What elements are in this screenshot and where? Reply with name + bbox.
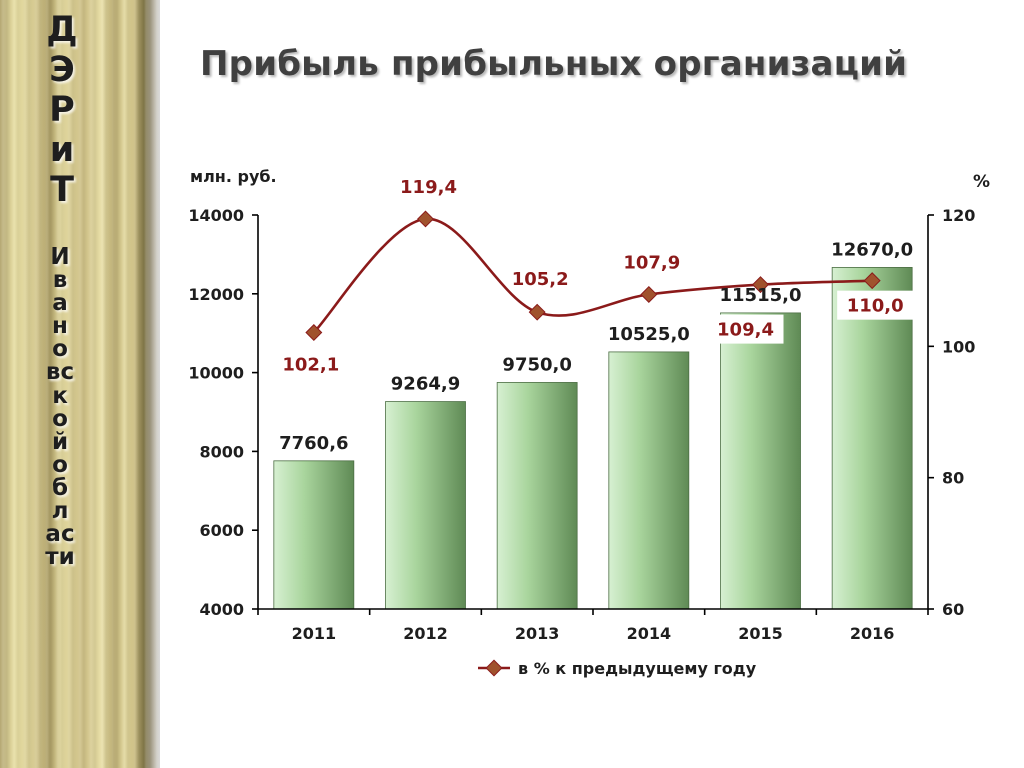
line-marker-2015	[752, 276, 769, 294]
y2-tick-label: 80	[942, 469, 964, 488]
line-value-label: 110,0	[847, 296, 904, 317]
line-value-label-box	[837, 290, 914, 320]
line-marker-2014	[640, 285, 658, 303]
line-marker-2012	[417, 210, 434, 228]
y2-axis-title: %	[973, 172, 990, 192]
side-panel: ДЭРиТ Ивановской области	[0, 0, 160, 768]
bar-value-label: 9264,9	[391, 374, 460, 395]
line-value-label: 102,1	[282, 355, 339, 376]
bar-2011	[273, 460, 355, 610]
line-value-label: 105,2	[512, 269, 569, 290]
x-tick-label: 2015	[738, 624, 783, 643]
y-tick-label: 4000	[199, 600, 244, 619]
y-tick-label: 10000	[188, 364, 244, 383]
line-marker-2013	[528, 303, 546, 321]
side-title-region: Ивановской области	[45, 244, 75, 571]
bar-value-label: 12670,0	[831, 239, 913, 260]
x-tick-label: 2011	[292, 624, 337, 643]
y-tick-label: 14000	[188, 206, 244, 225]
bar-2014	[608, 351, 690, 610]
bar-2016	[831, 267, 913, 610]
x-tick-label: 2013	[515, 624, 560, 643]
line-marker-2011	[305, 324, 323, 342]
y-tick-label: 6000	[199, 521, 244, 540]
line-value-label: 107,9	[623, 252, 680, 273]
side-title-organization: ДЭРиТ	[46, 10, 78, 210]
line-marker-2016	[863, 272, 881, 290]
bar-value-label: 10525,0	[608, 324, 690, 345]
x-tick-label: 2014	[627, 624, 672, 643]
bar-value-label: 7760,6	[279, 433, 348, 454]
y-tick-label: 12000	[188, 285, 244, 304]
line-value-label-box	[707, 314, 784, 344]
x-tick-label: 2012	[403, 624, 448, 643]
y-axis-title: млн. руб.	[190, 167, 277, 186]
legend-marker-swatch	[485, 659, 503, 677]
bar-2012	[385, 401, 466, 610]
bar-2015	[720, 312, 801, 610]
y2-tick-label: 100	[942, 337, 975, 356]
bar-2013	[496, 382, 578, 610]
legend-label: в % к предыдущему году	[518, 659, 757, 678]
x-tick-label: 2016	[850, 624, 895, 643]
line-value-label: 119,4	[400, 177, 457, 198]
y-tick-label: 8000	[199, 442, 244, 461]
page-title: Прибыль прибыльных организаций	[200, 44, 908, 84]
bar-value-label: 9750,0	[502, 354, 571, 375]
bar-value-label: 11515,0	[720, 285, 802, 306]
y2-tick-label: 120	[942, 206, 975, 225]
y2-tick-label: 60	[942, 600, 964, 619]
line-value-label: 109,4	[717, 320, 774, 341]
